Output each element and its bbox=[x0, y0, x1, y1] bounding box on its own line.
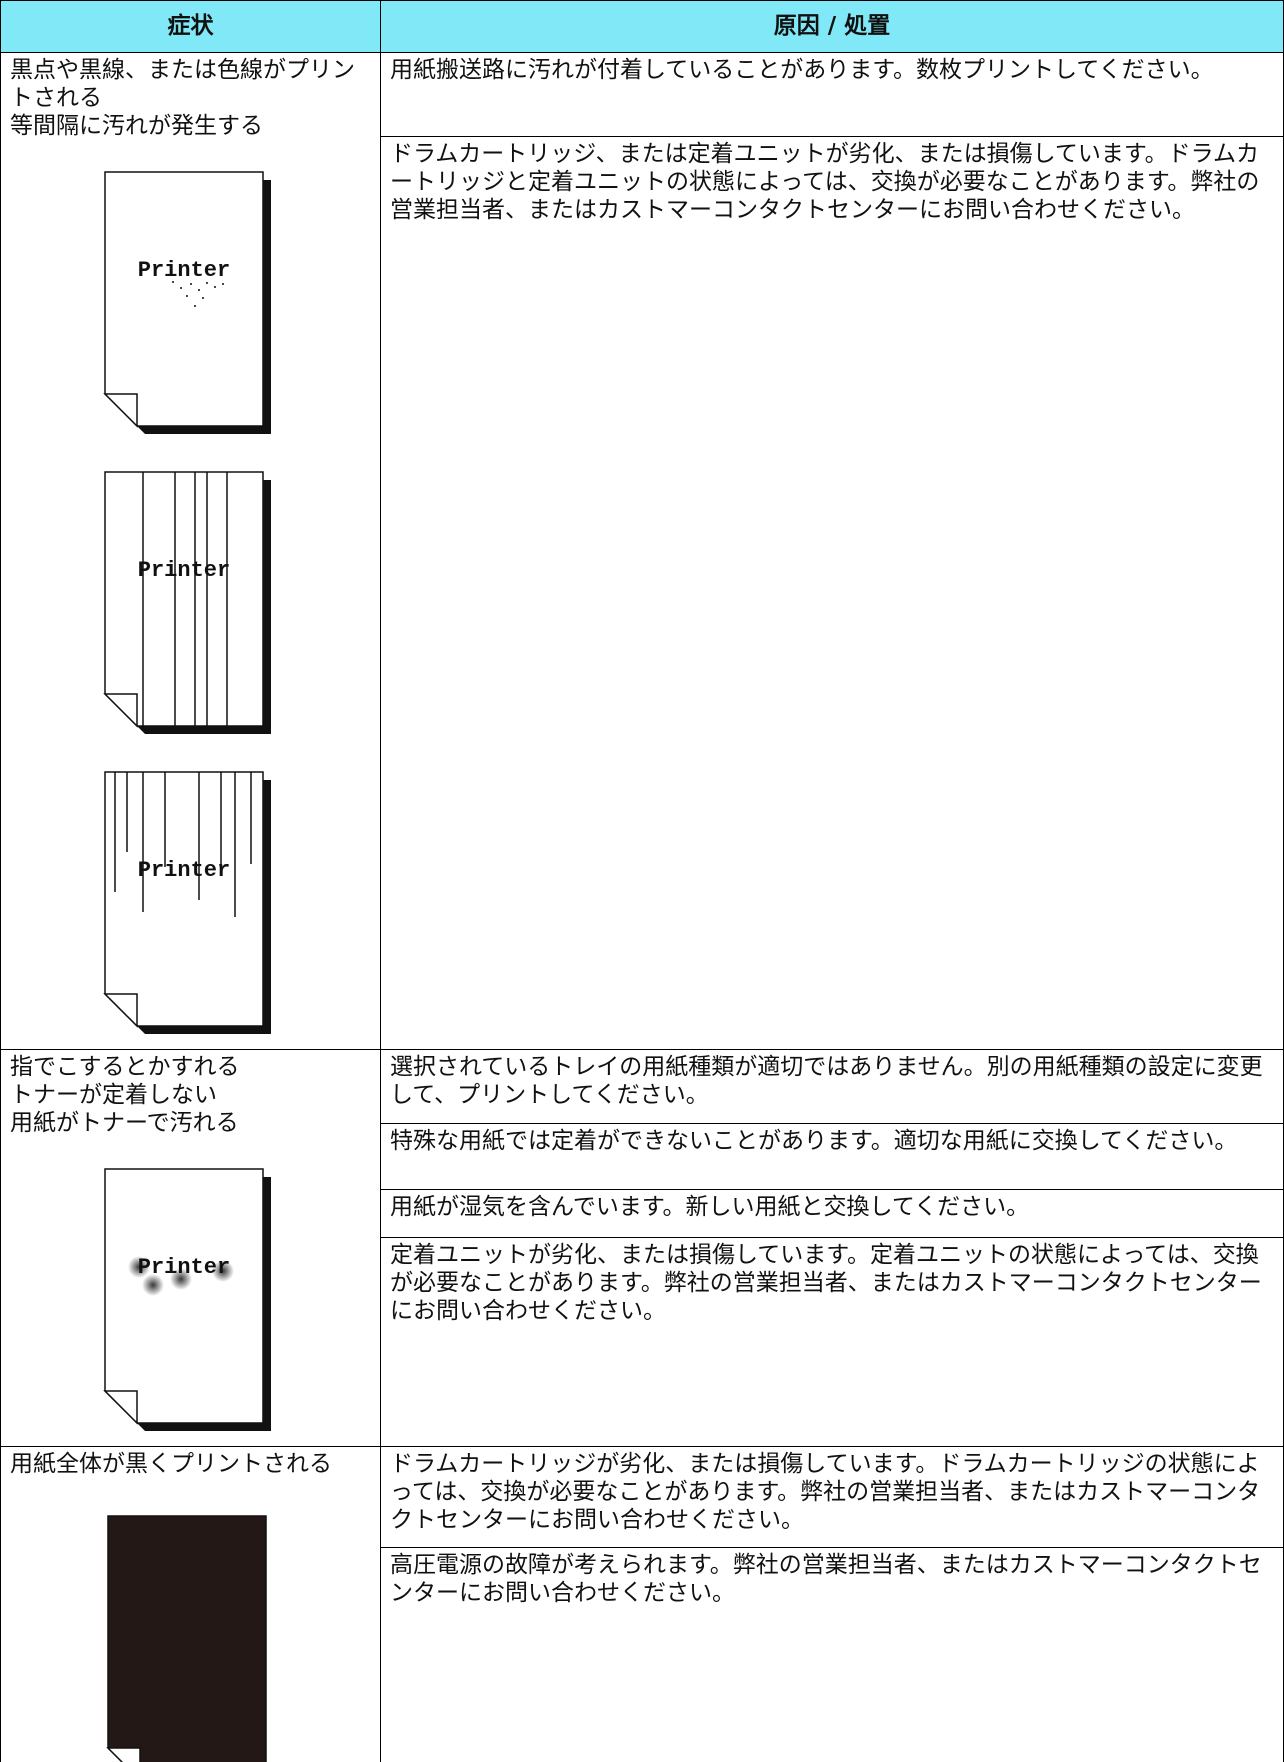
paper bbox=[103, 771, 264, 1027]
cause-cell: 高圧電源の故障が考えられます。弊社の営業担当者、またはカストマーコンタクトセンタ… bbox=[380, 1547, 1284, 1762]
sample-text: Printer bbox=[137, 1255, 229, 1280]
paper-illustration: Printer bbox=[102, 171, 271, 435]
paper-fold bbox=[105, 1747, 141, 1762]
spot bbox=[179, 287, 182, 290]
paper bbox=[103, 171, 264, 427]
smudge bbox=[211, 1260, 234, 1283]
spot bbox=[205, 282, 208, 285]
cause-cell: 用紙が湿気を含んでいます。新しい用紙と交換してください。 bbox=[380, 1189, 1284, 1239]
spot bbox=[201, 297, 204, 300]
spot bbox=[185, 295, 188, 298]
cause-cell: ドラムカートリッジが劣化、または損傷しています。ドラムカートリッジの状態によって… bbox=[380, 1446, 1284, 1549]
sample-text: Printer bbox=[137, 858, 229, 883]
paper bbox=[106, 1515, 267, 1762]
paper-fold bbox=[102, 393, 138, 428]
symptom-text: 黒点や黒線、または色線がプリントされる bbox=[10, 57, 355, 112]
paper-fold bbox=[102, 1390, 138, 1426]
paper-illustration: Printer bbox=[102, 1168, 271, 1432]
cause-cell: 選択されているトレイの用紙種類が適切ではありません。別の用紙種類の設定に変更して… bbox=[380, 1049, 1284, 1125]
paper-illustration: Printer bbox=[102, 471, 271, 735]
spot bbox=[193, 305, 196, 308]
symptom-text: 用紙全体が黒くプリントされる bbox=[10, 1451, 332, 1478]
symptom-text: 用紙がトナーで汚れる bbox=[10, 1110, 239, 1137]
paper-fold bbox=[102, 993, 138, 1028]
symptom-cell: 指でこするとかすれる トナーが定着しない 用紙がトナーで汚れる Printer bbox=[0, 1049, 381, 1448]
smudge bbox=[127, 1256, 150, 1279]
sample-text: Printer bbox=[137, 558, 229, 583]
paper-illustration bbox=[105, 1515, 267, 1762]
header-cell: 症状 bbox=[0, 0, 381, 53]
symptom-text: 等間隔に汚れが発生する bbox=[10, 113, 263, 140]
header-row: 症状 原因 / 処置 bbox=[0, 0, 1284, 53]
symptom-text: 指でこするとかすれる bbox=[10, 1054, 240, 1081]
cause-cell: 用紙搬送路に汚れが付着していることがあります。数枚プリントしてください。 bbox=[380, 51, 1284, 138]
paper-illustration: Printer bbox=[102, 771, 271, 1035]
spot bbox=[189, 283, 192, 286]
header-cell: 原因 / 処置 bbox=[380, 0, 1284, 53]
symptom-cell: 用紙全体が黒くプリントされる bbox=[0, 1446, 381, 1762]
paper bbox=[103, 471, 264, 727]
spot bbox=[221, 283, 224, 286]
cause-cell: 特殊な用紙では定着ができないことがあります。適切な用紙に交換してください。 bbox=[380, 1123, 1284, 1191]
symptom-cell: 黒点や黒線、または色線がプリントされる 等間隔に汚れが発生する Printer … bbox=[0, 51, 381, 1051]
spot bbox=[171, 281, 174, 284]
smudge bbox=[141, 1274, 164, 1297]
spot bbox=[197, 289, 200, 292]
cause-cell: ドラムカートリッジ、または定着ユニットが劣化、または損傷しています。ドラムカート… bbox=[380, 136, 1284, 1051]
spot bbox=[213, 286, 216, 289]
symptom-text: トナーが定着しない bbox=[10, 1082, 217, 1109]
paper bbox=[103, 1168, 264, 1425]
cause-cell: 定着ユニットが劣化、または損傷しています。定着ユニットの状態によっては、交換が必… bbox=[380, 1237, 1284, 1448]
smudge bbox=[169, 1268, 192, 1291]
paper-fold bbox=[102, 693, 138, 728]
sample-text: Printer bbox=[137, 258, 229, 283]
